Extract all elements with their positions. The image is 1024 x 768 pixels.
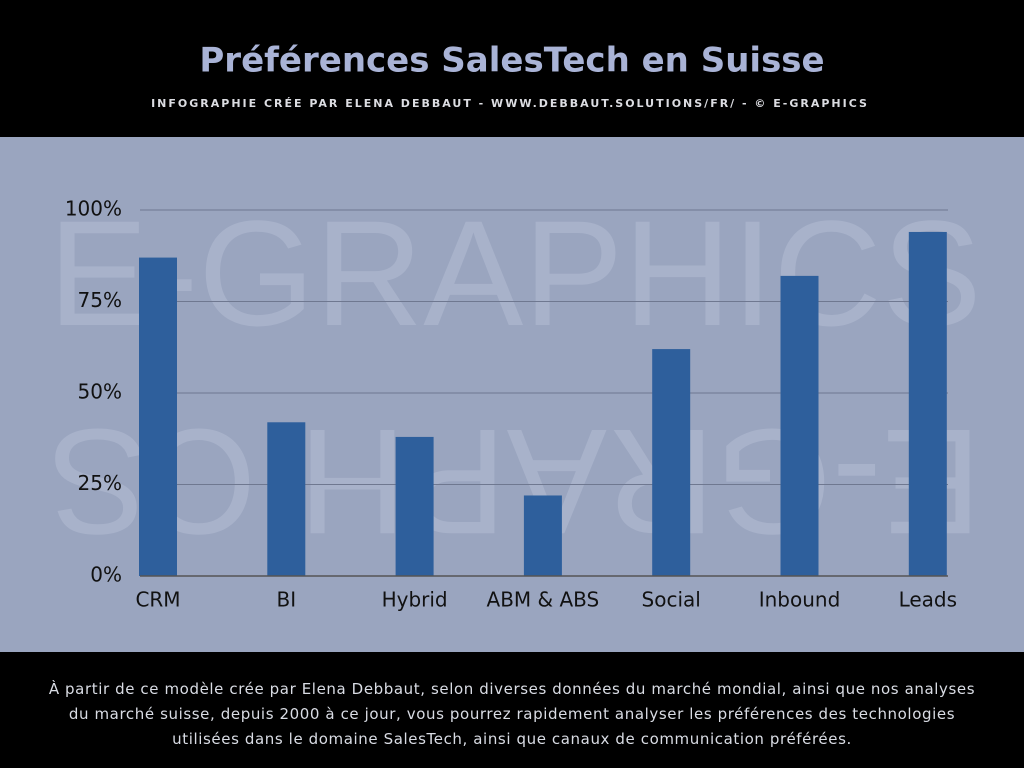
x-tick-label: BI [276, 588, 296, 612]
y-tick-label: 100% [65, 197, 122, 221]
x-tick-label: Leads [899, 588, 957, 612]
x-tick-label: ABM & ABS [487, 588, 600, 612]
x-tick-label: Inbound [759, 588, 841, 612]
bar [523, 495, 562, 576]
bar [908, 231, 947, 576]
x-tick-label: Social [642, 588, 701, 612]
x-tick-label: CRM [135, 588, 180, 612]
watermark: E-GRAPHICS [48, 189, 981, 357]
header-band [0, 0, 1024, 137]
y-tick-label: 50% [78, 380, 122, 404]
bar [139, 257, 177, 576]
y-tick-label: 75% [78, 288, 122, 312]
chart-subtitle: INFOGRAPHIE CRÉE PAR ELENA DEBBAUT - WWW… [151, 97, 869, 110]
y-tick-label: 25% [78, 471, 122, 495]
bar [652, 349, 691, 576]
x-tick-label: Hybrid [382, 588, 448, 612]
bar [395, 436, 434, 576]
chart-title: Préférences SalesTech en Suisse [199, 41, 824, 81]
watermark-mirrored: E-GRAPHICS [48, 398, 981, 566]
y-tick-label: 0% [90, 563, 122, 587]
bar [780, 275, 819, 576]
footer-band [0, 652, 1024, 768]
footer-text: À partir de ce modèle crée par Elena Deb… [48, 680, 976, 748]
bar [267, 422, 306, 576]
